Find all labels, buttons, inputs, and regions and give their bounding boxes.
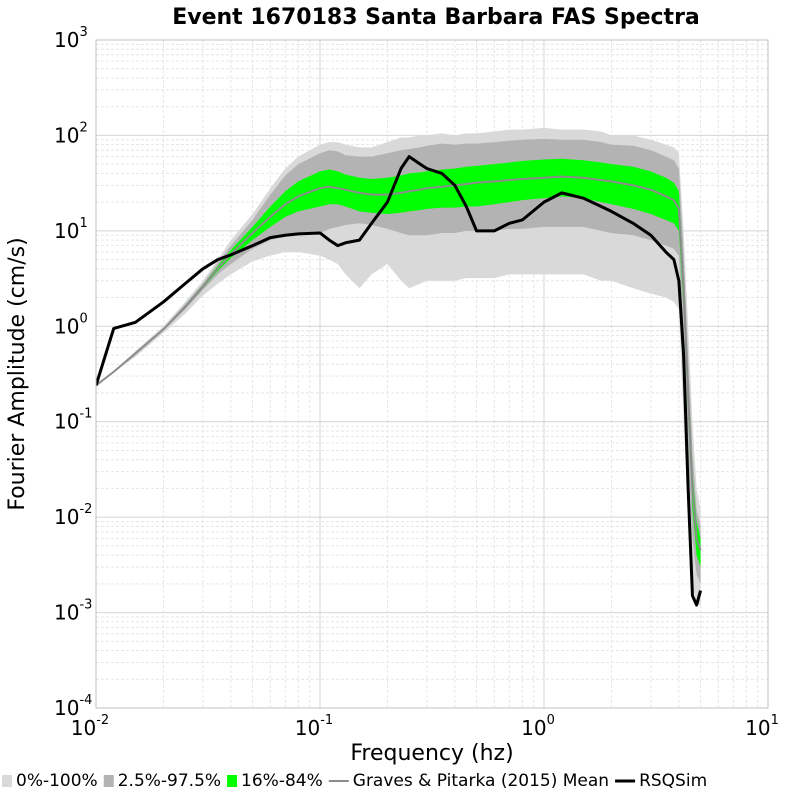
plot-area: [95, 39, 769, 709]
legend-item: 16%-84%: [227, 771, 323, 791]
legend-item: RSQSim: [615, 771, 707, 791]
series-line-mean: [96, 175, 702, 551]
band-inner: [96, 158, 701, 568]
legend-swatch: [2, 775, 12, 787]
plot-frame: [95, 39, 769, 709]
chart-title: Event 1670183 Santa Barbara FAS Spectra: [172, 5, 700, 30]
legend-label: RSQSim: [639, 771, 707, 791]
x-tick-label: 101: [745, 713, 779, 740]
y-tick-label: 101: [54, 216, 88, 243]
y-tick-label: 10-1: [54, 407, 92, 434]
band-middle: [96, 138, 701, 584]
x-tick-label: 100: [521, 713, 555, 740]
tick-labels: 10-2 10-1 100 101 10-4 10-3 10-2 10-1 100 101 102 1…: [54, 25, 779, 740]
legend-label: 16%-84%: [241, 771, 323, 791]
legend-label: Graves & Pitarka (2015) Mean: [353, 771, 609, 791]
legend-label: 0%-100%: [16, 771, 98, 791]
y-tick-label: 10-4: [54, 693, 92, 720]
x-tick-label: 10-1: [295, 713, 333, 740]
y-tick-label: 10-3: [54, 598, 92, 625]
y-tick-label: 100: [54, 311, 88, 338]
x-axis-label: Frequency (hz): [350, 741, 513, 766]
y-tick-label: 103: [54, 25, 88, 52]
x-tick-label: 10-2: [71, 713, 109, 740]
series-layer: [96, 127, 703, 607]
series-line-rsqsim: [96, 155, 703, 607]
legend-item: 0%-100%: [2, 771, 98, 791]
legend: 0%-100% 2.5%-97.5% 16%-84% Graves & Pitarka…: [2, 771, 707, 791]
legend-label: 2.5%-97.5%: [118, 771, 221, 791]
legend-item: Graves & Pitarka (2015) Mean: [328, 771, 609, 791]
legend-swatch: [103, 775, 114, 787]
legend-swatch: [227, 775, 238, 787]
legend-item: 2.5%-97.5%: [103, 771, 221, 791]
y-axis-label: Fourier Amplitude (cm/s): [5, 237, 30, 510]
y-tick-label: 10-2: [54, 502, 92, 529]
y-tick-label: 102: [54, 120, 88, 147]
